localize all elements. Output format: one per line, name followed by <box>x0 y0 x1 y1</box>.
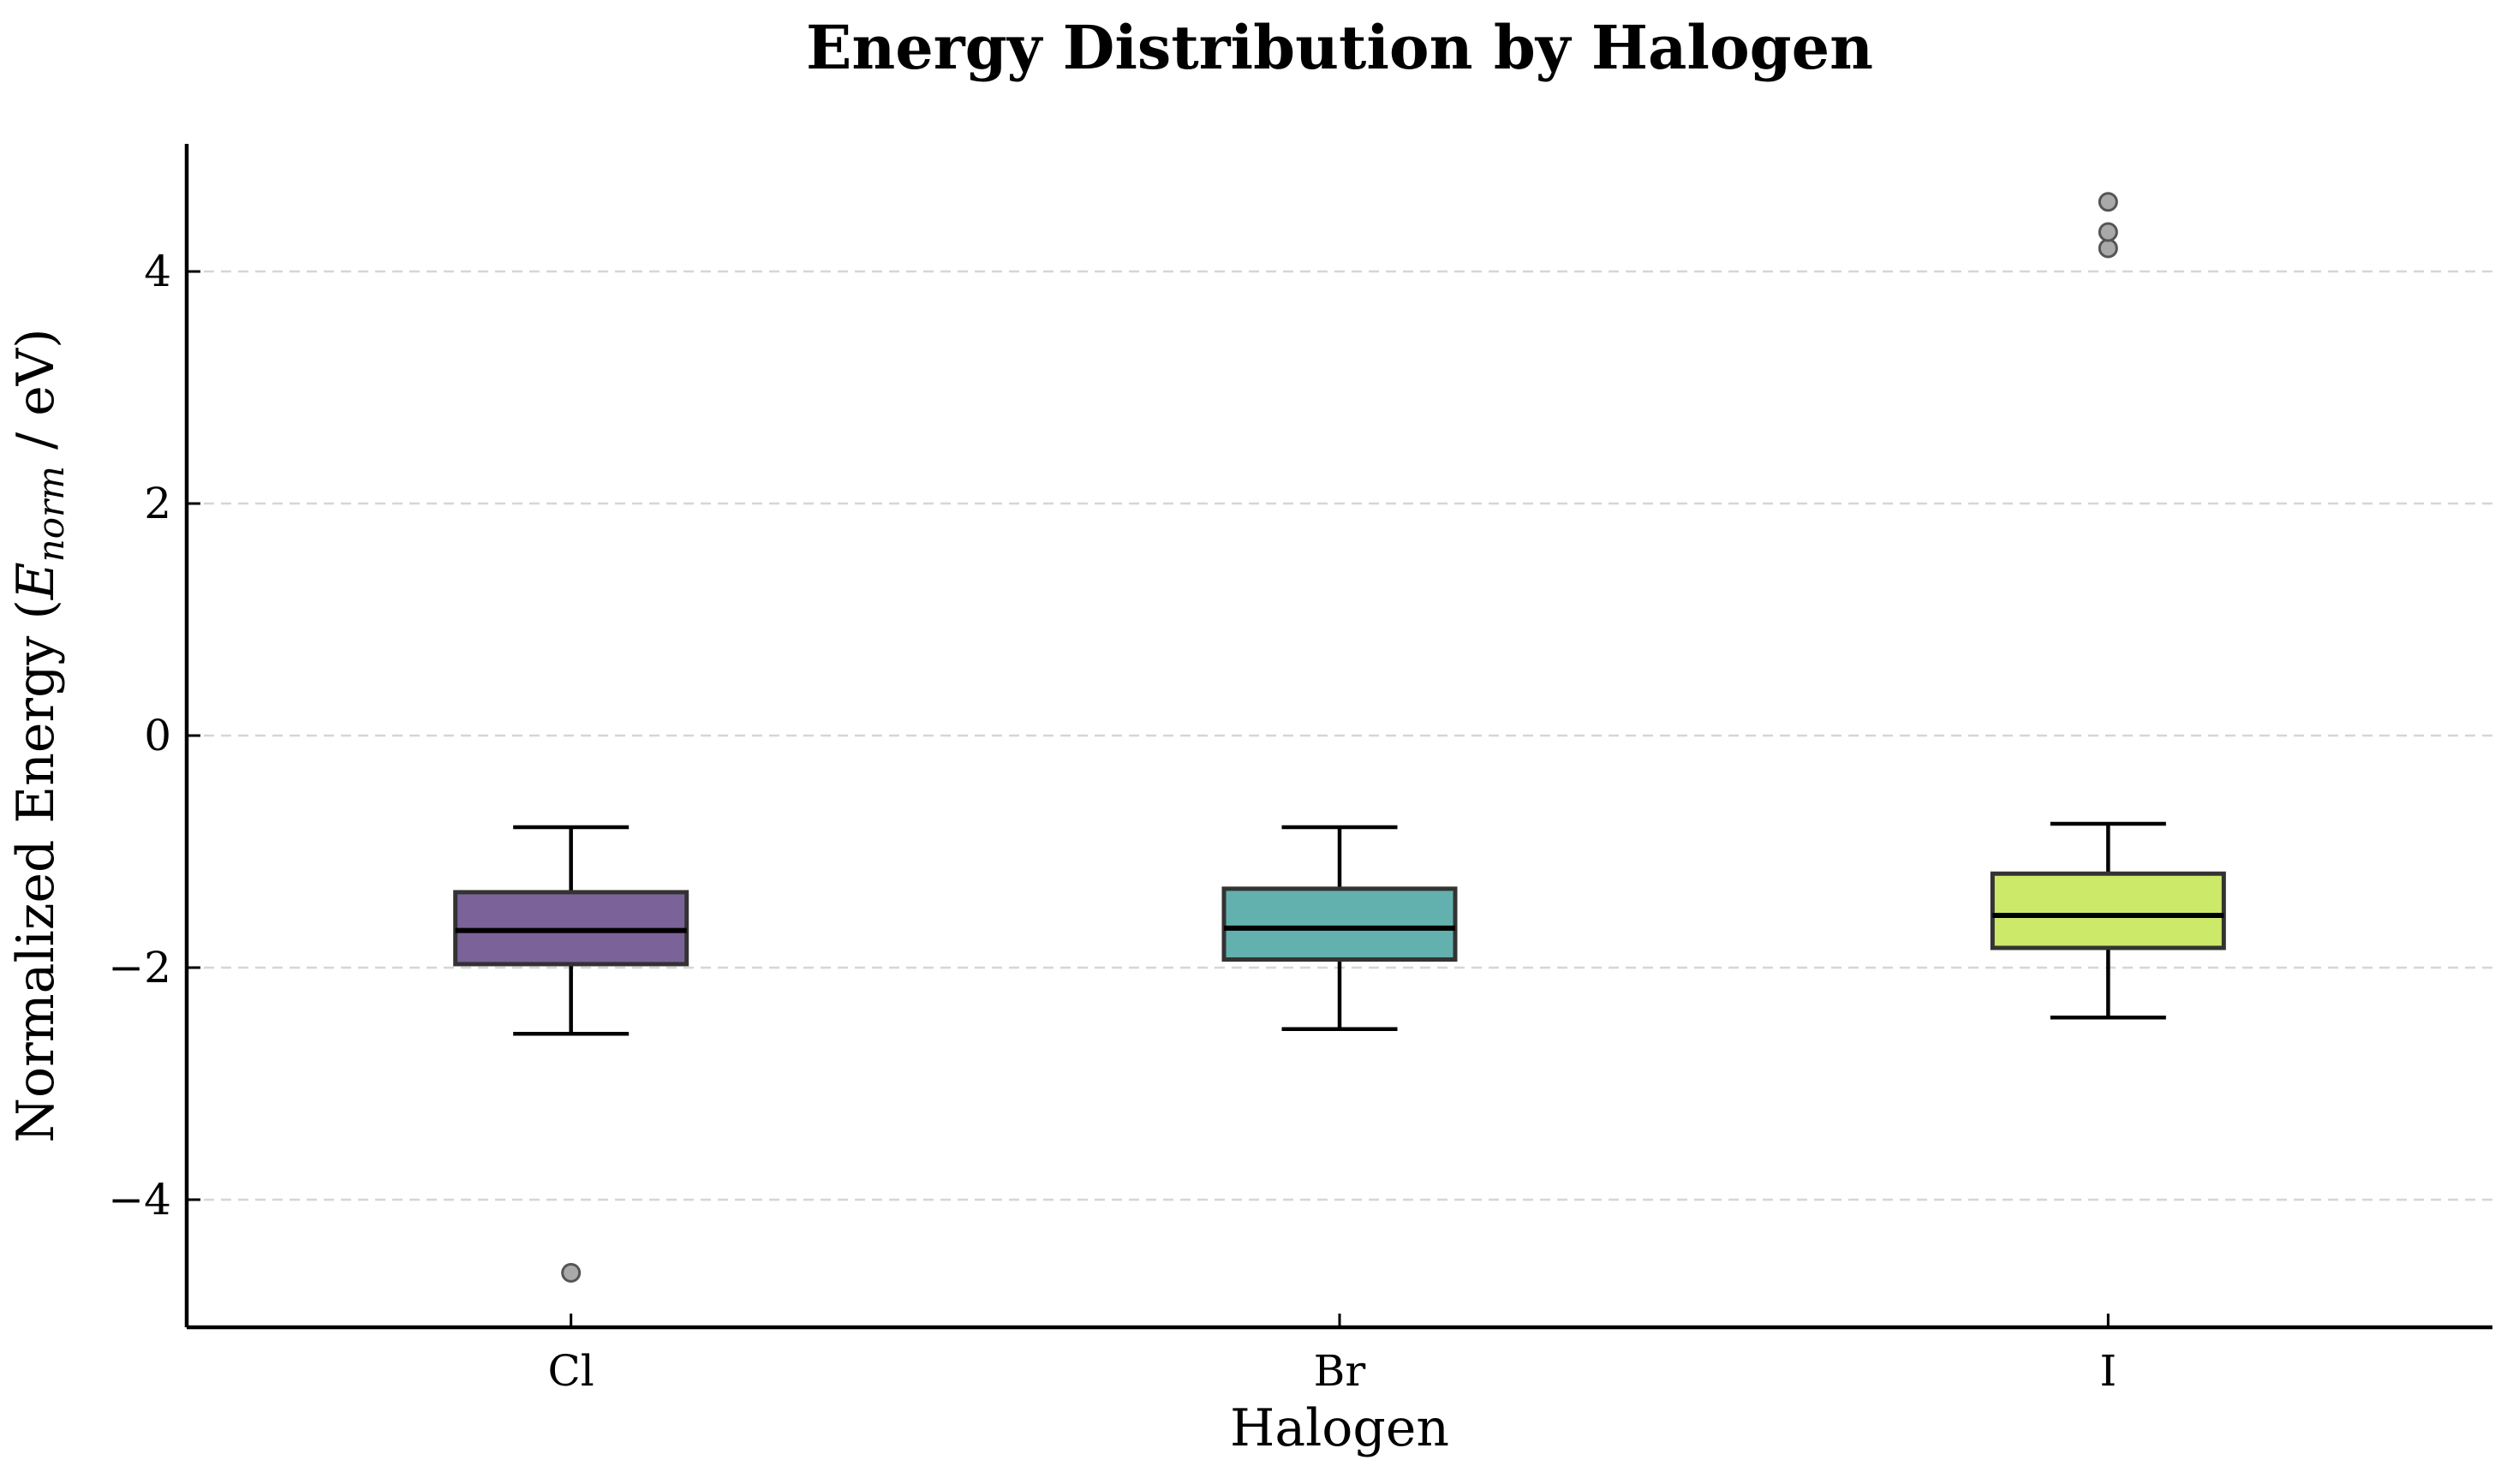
box-group-br <box>1221 825 1458 1032</box>
x-axis-label: Halogen <box>1230 1398 1449 1458</box>
y-axis-label-symbol: E <box>6 562 66 600</box>
y-tick-label: −4 <box>108 1175 171 1225</box>
grid-lines <box>187 270 2492 1201</box>
box-iqr <box>1990 871 2226 951</box>
x-tick-label-br: Br <box>1314 1346 1366 1396</box>
y-axis-label-subscript: norm <box>30 466 72 562</box>
outlier-point <box>2098 192 2118 212</box>
chart-title: Energy Distribution by Halogen <box>805 12 1874 83</box>
outlier-point <box>2098 238 2118 259</box>
box-iqr <box>1221 886 1458 962</box>
ticks: −4 −2 0 2 4 Cl Br I <box>108 247 2116 1396</box>
outlier-point <box>561 1262 582 1283</box>
y-axis-label-suffix: / eV) <box>6 328 66 466</box>
box-group-i <box>1990 192 2226 1020</box>
y-tick-label: 0 <box>144 711 171 760</box>
y-tick-label: 2 <box>144 479 171 528</box>
box-plots <box>453 192 2226 1283</box>
x-tick-label-i: I <box>2099 1346 2116 1396</box>
y-tick-label: 4 <box>144 247 171 296</box>
outlier-point <box>2098 222 2118 242</box>
box-group-cl <box>453 825 689 1283</box>
y-axis-label: Normalized Energy (Enorm / eV) <box>6 328 72 1142</box>
x-tick-label-cl: Cl <box>548 1346 594 1396</box>
y-tick-label: −2 <box>108 943 171 992</box>
y-axis-label-prefix: Normalized Energy ( <box>6 599 66 1142</box>
